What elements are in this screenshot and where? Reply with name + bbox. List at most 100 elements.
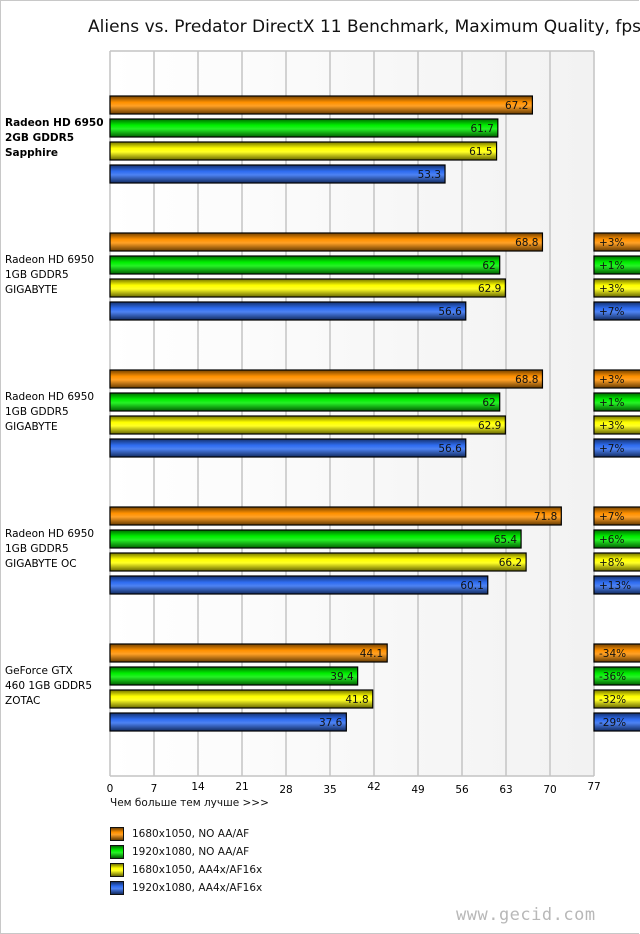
- legend-label: 1680x1050, AA4x/AF16x: [132, 864, 263, 876]
- bar-value-label: 67.2: [505, 100, 528, 112]
- diff-box: [593, 712, 640, 732]
- legend-label: 1920x1080, AA4x/AF16x: [132, 882, 263, 894]
- bar: [109, 118, 499, 138]
- diff-box: [593, 278, 640, 298]
- bar: [109, 643, 388, 663]
- x-tick-label: 7: [150, 783, 158, 795]
- x-axis-label: Чем больше тем лучше >>>: [110, 797, 269, 809]
- x-tick-label: 70: [543, 784, 557, 796]
- diff-box: [593, 643, 640, 663]
- x-tick-label: 0: [106, 783, 114, 795]
- diff-label: +13%: [599, 580, 631, 592]
- bar-value-label: 37.6: [319, 717, 343, 729]
- bar-value-label: 62: [482, 260, 495, 272]
- legend-item: 1680x1050, AA4x/AF16x: [110, 863, 262, 877]
- bar: [109, 506, 562, 526]
- bar-value-label: 53.3: [418, 169, 441, 181]
- diff-label: +7%: [599, 306, 624, 318]
- bar: [109, 278, 506, 298]
- diff-box: [593, 666, 640, 686]
- bar-value-label: 56.6: [438, 443, 462, 455]
- bar: [109, 232, 544, 252]
- diff-box: [593, 369, 640, 389]
- bar: [109, 575, 489, 595]
- bar-value-label: 66.2: [499, 557, 522, 569]
- bar-value-label: 65.4: [494, 534, 518, 546]
- category-label: GeForce GTX 460 1GB GDDR5 ZOTAC: [5, 665, 93, 707]
- bar: [109, 438, 467, 458]
- bar-value-label: 56.6: [438, 306, 462, 318]
- legend-label: 1920x1080, NO AA/AF: [132, 846, 250, 858]
- legend-swatch: [110, 827, 124, 841]
- bar: [109, 666, 359, 686]
- diff-label: -32%: [599, 694, 626, 706]
- bar-value-label: 39.4: [330, 671, 354, 683]
- x-tick-label: 21: [235, 781, 249, 793]
- bars: 67.2 61.7 61.5 53.3 68.8 62 62.9 56.6 68.8 62 62.9…: [109, 95, 562, 732]
- bar: [109, 141, 498, 161]
- x-tick-label: 77: [587, 781, 601, 793]
- diff-label: +1%: [599, 397, 624, 409]
- category-label: Radeon HD 6950 1GB GDDR5 GIGABYTE: [5, 254, 95, 296]
- bar-value-label: 61.5: [469, 146, 492, 158]
- diff-box: [593, 255, 640, 275]
- diff-box: [593, 438, 640, 458]
- legend-item: 1680x1050, NO AA/AF: [110, 827, 249, 841]
- x-tick-label: 63: [499, 784, 513, 796]
- bar: [109, 164, 446, 184]
- diff-box: [593, 552, 640, 572]
- legend-label: 1680x1050, NO AA/AF: [132, 828, 250, 840]
- category-label: Radeon HD 6950 2GB GDDR5 Sapphire: [5, 117, 104, 159]
- bar-value-label: 61.7: [470, 123, 493, 135]
- bar: [109, 689, 374, 709]
- diff-label: +3%: [599, 283, 624, 295]
- diff-label: -36%: [599, 671, 626, 683]
- diff-label: +6%: [599, 534, 624, 546]
- x-tick-label: 56: [455, 784, 469, 796]
- bar-value-label: 68.8: [515, 374, 538, 386]
- legend-item: 1920x1080, NO AA/AF: [110, 845, 249, 859]
- diff-label: +3%: [599, 420, 624, 432]
- diff-label: +8%: [599, 557, 624, 569]
- bar-value-label: 62.9: [478, 420, 501, 432]
- chart-title: Aliens vs. Predator DirectX 11 Benchmark…: [88, 17, 640, 37]
- bar: [109, 255, 501, 275]
- x-tick-label: 28: [279, 784, 293, 796]
- category-label: Radeon HD 6950 1GB GDDR5 GIGABYTE: [5, 391, 95, 433]
- bar-value-label: 68.8: [515, 237, 538, 249]
- diff-label: +1%: [599, 260, 624, 272]
- diff-box: [593, 415, 640, 435]
- bar: [109, 712, 347, 732]
- diff-box: [593, 506, 640, 526]
- x-tick-label: 42: [367, 781, 381, 793]
- diff-box: [593, 232, 640, 252]
- diff-box: [593, 529, 640, 549]
- diff-box: [593, 392, 640, 412]
- legend-swatch: [110, 881, 124, 895]
- bar-value-label: 62: [482, 397, 495, 409]
- bar: [109, 301, 467, 321]
- x-tick-label: 35: [323, 784, 337, 796]
- legend-swatch: [110, 863, 124, 877]
- diff-label: -34%: [599, 648, 626, 660]
- bar: [109, 369, 544, 389]
- diff-box: [593, 575, 640, 595]
- diff-label: -29%: [599, 717, 626, 729]
- diff-label: +7%: [599, 511, 624, 523]
- diff-boxes: +3% +1% +3% +7% +3% +1% +3% +7% +7% +6% +8% +13% -34…: [593, 232, 640, 732]
- category-label: Radeon HD 6950 1GB GDDR5 GIGABYTE OC: [5, 528, 95, 570]
- bar-value-label: 41.8: [345, 694, 368, 706]
- diff-box: [593, 301, 640, 321]
- legend-swatch: [110, 845, 124, 859]
- x-tick-label: 49: [411, 784, 425, 796]
- bar-value-label: 71.8: [534, 511, 557, 523]
- watermark: www.gecid.com: [456, 905, 596, 925]
- bar-value-label: 60.1: [460, 580, 483, 592]
- bar: [109, 529, 522, 549]
- legend-item: 1920x1080, AA4x/AF16x: [110, 881, 262, 895]
- diff-label: +3%: [599, 374, 624, 386]
- bar-value-label: 62.9: [478, 283, 501, 295]
- bar: [109, 552, 527, 572]
- bar: [109, 415, 506, 435]
